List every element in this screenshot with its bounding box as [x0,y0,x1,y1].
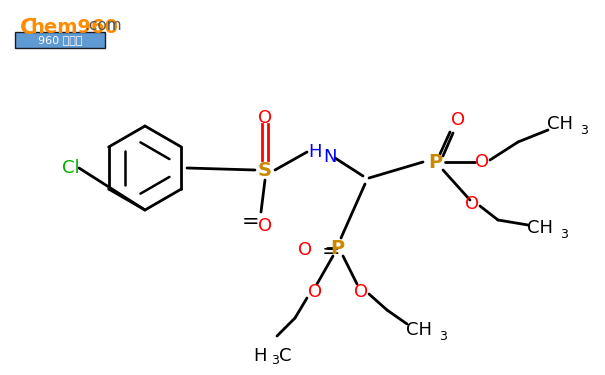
Text: C: C [20,18,36,38]
Text: O: O [258,217,272,235]
Text: O: O [354,283,368,301]
Text: C: C [279,347,291,365]
Text: 3: 3 [439,330,447,342]
Text: O: O [298,241,312,259]
Text: O: O [465,195,479,213]
Text: O: O [258,109,272,127]
Text: O: O [308,283,322,301]
Text: 3: 3 [560,228,568,240]
Text: CH: CH [406,321,432,339]
Text: CH: CH [547,115,573,133]
Text: CH: CH [527,219,553,237]
Text: 3: 3 [580,123,588,136]
Text: =: = [322,242,341,262]
Text: =: = [242,212,260,232]
Text: H: H [309,143,322,161]
Text: Cl: Cl [62,159,80,177]
Text: hem960: hem960 [30,18,118,37]
Text: H: H [253,347,267,365]
Text: P: P [330,238,344,258]
Text: O: O [475,153,489,171]
Text: .com: .com [84,18,122,33]
Text: O: O [451,111,465,129]
Text: S: S [258,160,272,180]
Text: P: P [428,153,442,171]
Text: 960 化工网: 960 化工网 [38,35,82,45]
Text: 3: 3 [271,354,279,368]
Text: N: N [323,148,337,166]
FancyBboxPatch shape [15,32,105,48]
